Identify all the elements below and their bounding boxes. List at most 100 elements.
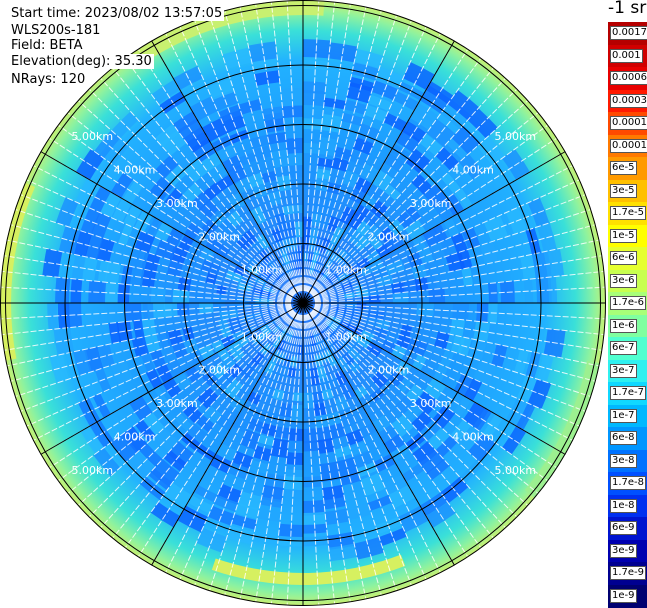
backscatter-cell — [151, 79, 180, 104]
backscatter-cell — [213, 303, 226, 313]
range-ring-label: 3.00km — [410, 397, 452, 410]
range-ring-label: 4.00km — [452, 430, 494, 443]
polar-grid — [0, 0, 606, 606]
ray-gap — [124, 57, 297, 294]
ray-gap — [1, 303, 292, 336]
ray-gap — [310, 67, 495, 294]
backscatter-cell — [364, 104, 388, 123]
range-ring-label: 4.00km — [114, 430, 156, 443]
colorbar-tick-label: 0.0001 — [610, 138, 647, 153]
colorbar-tick-label: 0.0017 — [610, 26, 647, 41]
colorbar-tick-label: 1e-8 — [610, 498, 637, 513]
backscatter-cell — [514, 349, 529, 375]
backscatter-cell — [303, 523, 328, 534]
backscatter-cell — [303, 118, 323, 130]
colorbar-tick-label: 1e-9 — [610, 588, 637, 603]
ray-gap — [311, 99, 529, 296]
backscatter-cell — [440, 349, 455, 368]
backscatter-cell — [270, 437, 289, 458]
colorbar-tick-label: 1.7e-6 — [610, 296, 647, 311]
ray-gap — [164, 313, 298, 574]
colorbar-tick-label: 3e-5 — [610, 183, 637, 198]
ray-gap — [309, 312, 482, 549]
backscatter-cell — [412, 235, 427, 252]
ray-gap — [312, 124, 549, 297]
backscatter-cell — [70, 278, 83, 303]
ray-gap — [99, 77, 296, 295]
backscatter-cell — [418, 247, 434, 265]
ray-gap — [314, 304, 603, 351]
backscatter-cell — [134, 210, 153, 233]
ray-gap — [137, 48, 297, 294]
backscatter-cell — [253, 145, 272, 161]
backscatter-cell — [274, 426, 290, 439]
backscatter-cell — [396, 334, 411, 350]
colorbar-tick-label: 0.0006 — [610, 71, 647, 86]
ray-gap — [6, 305, 292, 367]
backscatter-cell — [207, 505, 235, 526]
backscatter-cell — [111, 111, 139, 139]
ray-gap — [312, 310, 539, 495]
ray-gap — [303, 314, 320, 606]
backscatter-cell — [450, 419, 472, 443]
range-ring-label: 1.00km — [325, 264, 367, 277]
backscatter-cell — [476, 303, 489, 323]
ray-gap — [309, 312, 469, 558]
ray-gap — [306, 19, 413, 292]
ray-gap — [77, 99, 295, 296]
colorbar-tick-label: 6e-7 — [610, 341, 637, 356]
backscatter-cell — [238, 151, 257, 166]
ray-gap — [314, 193, 587, 300]
ray-gap — [179, 313, 299, 581]
backscatter-cell — [247, 418, 265, 433]
ray-gap — [314, 270, 605, 303]
backscatter-cell — [239, 375, 258, 397]
backscatter-cell — [426, 81, 454, 104]
colorbar-tick-label: 1.7e-5 — [610, 206, 647, 221]
backscatter-cell — [319, 218, 330, 229]
backscatter-cell — [250, 206, 267, 226]
colorbar-tick-label: 0.0003 — [610, 93, 647, 108]
ray-gap — [305, 314, 382, 596]
elevation-label: Elevation(deg): 35.30 — [11, 54, 154, 69]
colorbar-tick-label: 6e-6 — [610, 251, 637, 266]
ray-gap — [305, 10, 382, 292]
range-ring-label: 2.00km — [198, 230, 240, 243]
ray-gap — [312, 309, 549, 482]
backscatter-cell — [319, 461, 341, 482]
ray-gap — [179, 25, 299, 293]
backscatter-cell — [260, 422, 277, 437]
ray-gap — [270, 1, 303, 292]
backscatter-cell — [516, 403, 536, 431]
backscatter-cell — [472, 360, 497, 386]
backscatter-cell — [440, 99, 472, 130]
backscatter-cell — [227, 461, 250, 480]
backscatter-cell — [195, 291, 214, 303]
ray-gap — [314, 306, 587, 413]
ray-gap — [308, 32, 442, 293]
backscatter-cell — [187, 495, 213, 514]
ray-gap — [25, 307, 293, 427]
backscatter-cell — [505, 398, 533, 429]
backscatter-cell — [156, 364, 174, 384]
colorbar-tick-label: 1e-6 — [610, 318, 637, 333]
ray-gap — [314, 303, 606, 320]
ray-gap — [32, 164, 293, 298]
backscatter-cell — [324, 195, 338, 206]
ray-gap — [124, 312, 297, 549]
colorbar-tick-label: 1e-7 — [610, 408, 637, 423]
backscatter-cell — [344, 307, 363, 316]
ray-gap — [303, 314, 336, 605]
colorbar-tick-label: 6e-8 — [610, 431, 637, 446]
backscatter-cell — [520, 254, 536, 280]
ray-gap — [239, 6, 301, 292]
ray-gap — [306, 314, 398, 592]
edge-cell — [211, 554, 406, 585]
range-ring-label: 5.00km — [71, 464, 113, 477]
edge-cell — [0, 182, 36, 361]
range-ring-label: 4.00km — [452, 164, 494, 177]
ray-gap — [313, 307, 581, 427]
colorbar-tick-label: 1.7e-9 — [610, 566, 647, 581]
backscatter-cell — [374, 327, 388, 340]
ray-gap — [286, 314, 303, 606]
